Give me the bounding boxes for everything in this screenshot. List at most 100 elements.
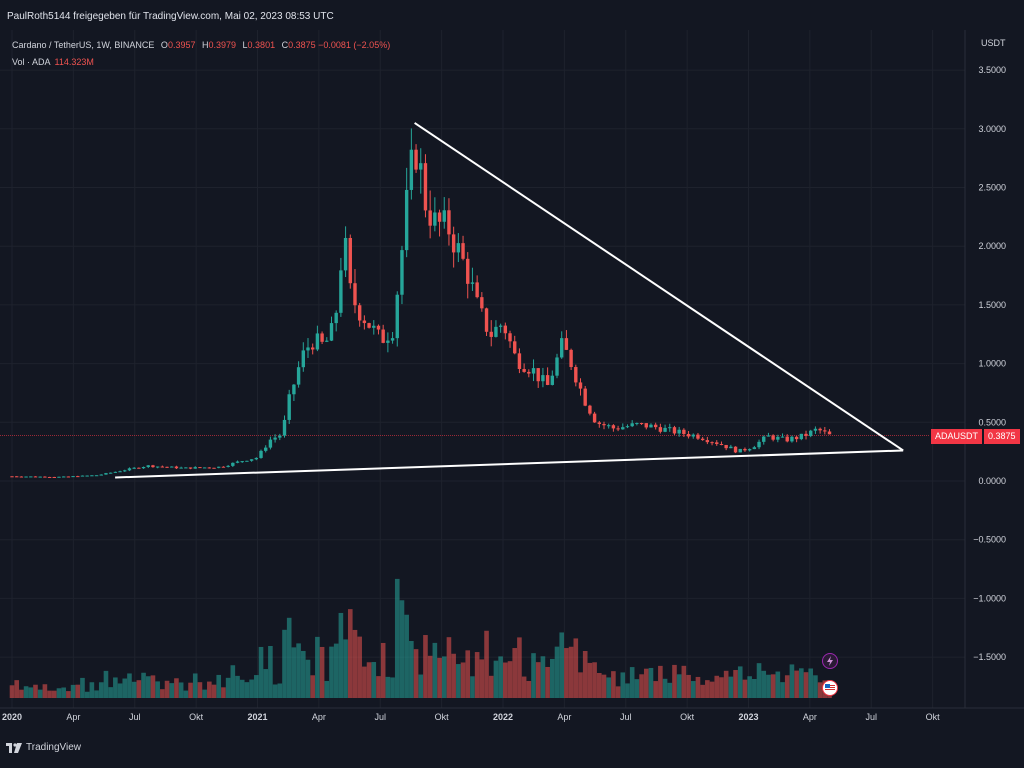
- candle-body: [57, 476, 61, 478]
- symbol-legend: Cardano / TetherUS, 1W, BINANCE O0.3957 …: [12, 40, 390, 50]
- volume-bar: [136, 680, 142, 698]
- candle-body: [700, 438, 705, 441]
- candlestick-series: [10, 128, 832, 478]
- volume-bar: [686, 674, 691, 698]
- candle-body: [762, 436, 766, 442]
- volume-bar: [493, 660, 499, 698]
- time-tick-label: Jul: [129, 712, 141, 722]
- volume-bar: [305, 659, 311, 698]
- volume-bar: [794, 670, 799, 698]
- volume-bar: [51, 690, 57, 698]
- candle-body: [226, 465, 230, 467]
- candle-body: [606, 425, 611, 427]
- lightning-icon[interactable]: [822, 653, 838, 669]
- volume-bar: [131, 681, 137, 698]
- candle-body: [494, 326, 498, 337]
- volume-bar: [667, 682, 673, 698]
- candle-body: [616, 428, 620, 430]
- currency-unit-label[interactable]: USDT: [981, 38, 1006, 48]
- candle-body: [151, 465, 155, 468]
- volume-bar: [117, 683, 123, 698]
- volume-bar: [733, 670, 738, 698]
- volume-bar: [484, 630, 489, 698]
- volume-bar: [728, 676, 734, 698]
- candle-body: [14, 476, 19, 478]
- price-tick-label: −1.0000: [973, 593, 1006, 603]
- volume-bar: [535, 662, 541, 698]
- volume-bar: [47, 690, 52, 698]
- volume-bar: [347, 609, 353, 698]
- candle-body: [780, 436, 785, 438]
- volume-bar: [681, 665, 687, 698]
- volume-bar: [742, 679, 748, 698]
- candle-body: [771, 435, 775, 440]
- candle-body: [386, 340, 390, 343]
- volume-bar: [28, 687, 34, 698]
- candle-body: [170, 466, 174, 468]
- candle-body: [282, 419, 287, 436]
- time-tick-label: Okt: [189, 712, 204, 722]
- candle-body: [621, 427, 625, 430]
- volume-bar: [596, 672, 602, 698]
- price-tick-label: −1.5000: [973, 652, 1006, 662]
- volume-bar: [141, 672, 146, 698]
- candle-body: [76, 476, 80, 478]
- candle-body: [217, 466, 221, 468]
- share-attribution: PaulRoth5144 freigegeben für TradingView…: [7, 11, 334, 22]
- price-axis[interactable]: 3.5000 3.0000 2.5000 2.0000 1.5000 1.0000 0.50…: [973, 65, 1006, 662]
- volume-bar: [310, 675, 315, 698]
- time-axis[interactable]: 2020 Apr Jul Okt 2021 Apr Jul Okt 2022 Apr Jul Okt 2…: [2, 712, 940, 722]
- candle-body: [560, 338, 564, 358]
- candle-body: [207, 467, 212, 469]
- candle-body: [555, 357, 559, 376]
- candle-body: [456, 243, 461, 253]
- volume-bar: [98, 682, 104, 698]
- tradingview-logo[interactable]: TradingView: [6, 742, 81, 753]
- candle-body: [480, 297, 484, 309]
- volume-bar: [737, 666, 743, 698]
- volume-label[interactable]: Vol · ADA: [12, 57, 51, 67]
- volume-bar: [653, 681, 658, 698]
- candle-body: [583, 388, 587, 406]
- tradingview-icon: [6, 742, 22, 753]
- trendline-lower[interactable]: [115, 449, 904, 479]
- volume-bar: [23, 686, 29, 698]
- symbol-title[interactable]: Cardano / TetherUS, 1W, BINANCE: [12, 40, 155, 50]
- volume-bar: [813, 675, 818, 698]
- volume-bar: [559, 632, 565, 698]
- candle-body: [809, 430, 813, 436]
- us-flag-icon[interactable]: [822, 680, 838, 696]
- volume-bar: [202, 689, 207, 698]
- volume-bar: [178, 682, 184, 698]
- candle-body: [193, 467, 197, 469]
- close-label: C: [281, 40, 289, 50]
- candle-body: [90, 475, 94, 477]
- trendline-upper[interactable]: [414, 122, 904, 452]
- time-tick-label: Apr: [66, 712, 80, 722]
- volume-bar: [770, 674, 776, 698]
- price-tick-label: 1.0000: [978, 359, 1006, 369]
- volume-bar: [75, 684, 81, 698]
- volume-bar: [625, 683, 630, 698]
- triangle-drawing[interactable]: [115, 122, 904, 479]
- volume-bar: [19, 689, 24, 698]
- volume-bar: [409, 640, 414, 698]
- volume-bar: [221, 687, 226, 698]
- candle-body: [113, 471, 118, 473]
- volume-bar: [709, 681, 715, 698]
- candle-body: [597, 422, 601, 425]
- volume-bar: [648, 667, 654, 698]
- volume-bar: [643, 668, 649, 698]
- volume-bar: [183, 690, 189, 698]
- candle-body: [132, 467, 136, 469]
- candle-body: [29, 476, 33, 478]
- candle-body: [677, 429, 681, 434]
- volume-bar: [545, 666, 550, 698]
- volume-bar: [376, 676, 381, 698]
- candle-body: [818, 428, 822, 431]
- volume-bar: [817, 682, 823, 698]
- candle-body: [409, 149, 414, 190]
- candle-body: [757, 441, 761, 448]
- candle-body: [733, 446, 738, 453]
